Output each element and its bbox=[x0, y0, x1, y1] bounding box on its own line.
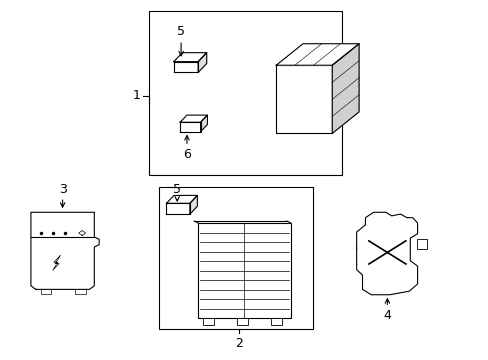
Text: 2: 2 bbox=[234, 337, 242, 350]
Polygon shape bbox=[356, 212, 417, 295]
Polygon shape bbox=[31, 212, 99, 289]
Bar bbox=[72, 231, 78, 235]
Bar bbox=[296, 117, 311, 132]
Polygon shape bbox=[198, 53, 206, 72]
Bar bbox=[314, 66, 330, 81]
Text: 5: 5 bbox=[173, 183, 181, 196]
Bar bbox=[237, 318, 247, 324]
Bar bbox=[314, 84, 330, 98]
Polygon shape bbox=[173, 62, 198, 72]
Bar bbox=[203, 318, 213, 324]
Text: 1: 1 bbox=[133, 89, 141, 102]
Polygon shape bbox=[166, 203, 189, 214]
Bar bbox=[271, 318, 282, 324]
Text: 6: 6 bbox=[183, 148, 190, 161]
Polygon shape bbox=[166, 195, 197, 203]
Polygon shape bbox=[189, 195, 197, 214]
Bar bbox=[416, 239, 427, 249]
Bar bbox=[277, 84, 293, 98]
Bar bbox=[277, 66, 293, 81]
Bar bbox=[198, 223, 290, 318]
Polygon shape bbox=[180, 115, 207, 122]
Bar bbox=[277, 117, 293, 132]
Bar bbox=[296, 84, 311, 98]
Text: 4: 4 bbox=[383, 309, 390, 322]
Polygon shape bbox=[180, 122, 200, 132]
Polygon shape bbox=[331, 44, 358, 134]
Bar bbox=[296, 66, 311, 81]
Polygon shape bbox=[200, 115, 207, 132]
Bar bbox=[296, 100, 311, 115]
Bar bbox=[149, 12, 341, 175]
Bar bbox=[75, 289, 85, 294]
Bar bbox=[314, 117, 330, 132]
Bar bbox=[276, 65, 331, 134]
Bar bbox=[277, 100, 293, 115]
Bar bbox=[314, 100, 330, 115]
Text: 3: 3 bbox=[59, 183, 66, 196]
Polygon shape bbox=[173, 53, 206, 62]
Bar bbox=[159, 187, 312, 329]
Bar bbox=[41, 289, 51, 294]
Polygon shape bbox=[276, 44, 358, 65]
Text: 5: 5 bbox=[177, 25, 185, 39]
